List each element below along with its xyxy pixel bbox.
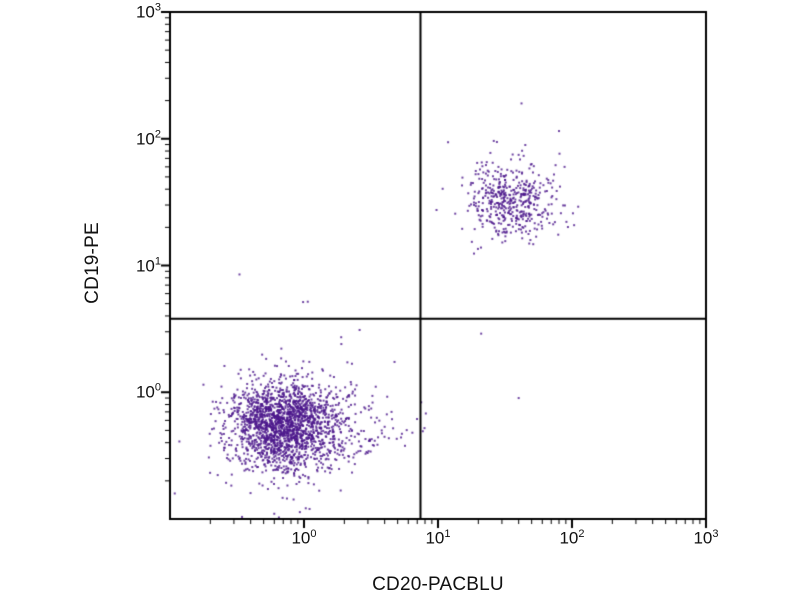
x-axis-label: CD20-PACBLU: [372, 574, 504, 595]
y-axis-label: CD19-PE: [82, 222, 103, 304]
